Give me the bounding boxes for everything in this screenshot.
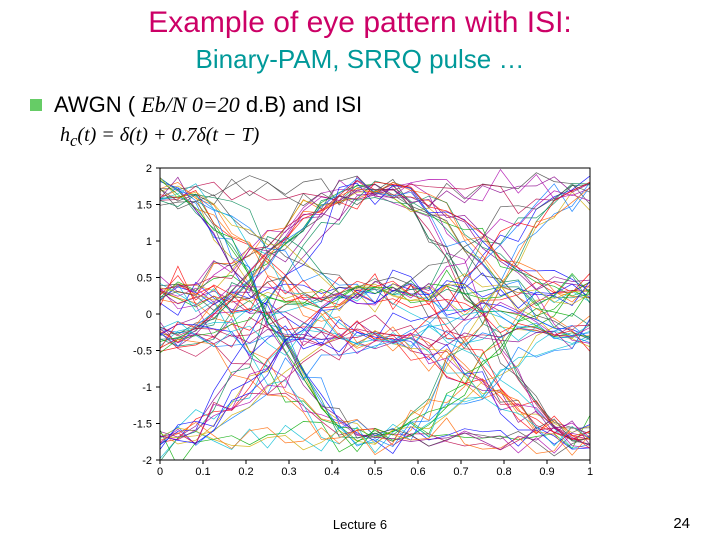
svg-text:-1: -1	[142, 382, 152, 394]
svg-text:0.5: 0.5	[367, 466, 382, 478]
svg-text:-0.5: -0.5	[133, 346, 152, 358]
svg-text:0.9: 0.9	[539, 466, 554, 478]
svg-text:1.5: 1.5	[137, 200, 152, 212]
svg-text:0.1: 0.1	[195, 466, 210, 478]
footer-lecture: Lecture 6	[0, 517, 720, 532]
bullet-text: AWGN ( Eb/N 0=20 d.B) and ISI	[54, 92, 362, 118]
svg-text:1: 1	[587, 466, 593, 478]
svg-text:0.2: 0.2	[238, 466, 253, 478]
svg-text:0.4: 0.4	[324, 466, 339, 478]
svg-text:0.5: 0.5	[137, 273, 152, 285]
svg-text:0: 0	[157, 466, 163, 478]
slide-subtitle: Binary-PAM, SRRQ pulse …	[0, 44, 720, 75]
svg-text:1: 1	[146, 236, 152, 248]
svg-text:0.8: 0.8	[496, 466, 511, 478]
formula-text: hc(t) = δ(t) + 0.7δ(t − T)	[60, 124, 259, 151]
svg-text:0: 0	[146, 309, 152, 321]
svg-text:0.7: 0.7	[453, 466, 468, 478]
bullet-row: AWGN ( Eb/N 0=20 d.B) and ISI	[30, 92, 362, 118]
svg-text:2: 2	[146, 163, 152, 175]
footer-page: 24	[673, 515, 690, 532]
bullet-square-icon	[30, 99, 42, 111]
eye-diagram-chart: 0 0.1 0.2 0.3 0.4 0.5 0.6 0.7 0.8 0.9 1 -2 -1.5 -1 -0.…	[120, 160, 600, 480]
svg-text:-2: -2	[142, 455, 152, 467]
slide-title: Example of eye pattern with ISI:	[0, 6, 720, 40]
svg-text:0.3: 0.3	[281, 466, 296, 478]
svg-text:0.6: 0.6	[410, 466, 425, 478]
svg-text:-1.5: -1.5	[133, 419, 152, 431]
